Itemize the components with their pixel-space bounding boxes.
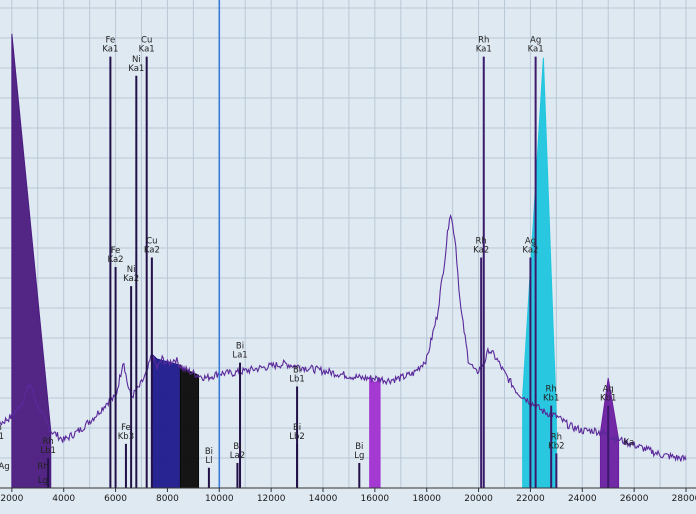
x-axis: 2000 4000 6000 8000 10000 12000 14000 16000 1800… xyxy=(0,487,696,504)
x-tick-label: 28000 xyxy=(672,494,696,504)
marker-label-4-0: Ag xyxy=(530,36,541,46)
marker-label-14-1: La2 xyxy=(230,451,245,461)
marker-label-18-1: Kb2 xyxy=(548,441,564,451)
x-tick-label: 6000 xyxy=(104,494,127,504)
marker-label-21-1: Lb1 xyxy=(40,446,56,456)
x-tick-label: 22000 xyxy=(516,494,545,504)
marker-label-7-1: Ka2 xyxy=(144,245,160,255)
marker-label-14-0: Bi xyxy=(233,442,241,452)
marker-short-label-5: Lg xyxy=(38,476,48,486)
x-tick-label: 18000 xyxy=(412,494,441,504)
marker-label-0-1: Ka1 xyxy=(102,45,118,55)
filled-peak-0 xyxy=(11,33,52,489)
marker-label-7-0: Cu xyxy=(146,236,157,246)
x-tick-label: 14000 xyxy=(309,494,338,504)
x-tick-label: 12000 xyxy=(257,494,286,504)
marker-label-17-1: Kb1 xyxy=(543,394,559,404)
x-tick-label: 24000 xyxy=(568,494,597,504)
marker-label-15-1: Lg xyxy=(354,451,364,461)
marker-label-12-1: Lb2 xyxy=(289,432,305,442)
marker-label-11-1: Lb1 xyxy=(289,375,305,385)
marker-label-22-0: Rh xyxy=(0,423,2,433)
marker-label-2-1: Ka1 xyxy=(128,64,144,74)
marker-short-label-4: Rh xyxy=(37,462,48,472)
filled-peak-2 xyxy=(179,363,200,489)
x-tick-label: 4000 xyxy=(52,494,75,504)
marker-label-17-0: Rh xyxy=(546,385,557,395)
element-markers: FeKa1CuKa1NiKa1RhKa1AgKa1FeKa2NiKa2CuKa2… xyxy=(0,36,634,488)
marker-label-6-0: Ni xyxy=(127,265,136,275)
marker-short-label-6: Ka xyxy=(624,438,635,448)
spectrum-line xyxy=(0,213,687,462)
marker-label-10-1: La1 xyxy=(232,351,247,361)
marker-label-19-1: Kb1 xyxy=(600,394,616,404)
marker-label-9-0: Ag xyxy=(525,236,536,246)
marker-label-1-0: Cu xyxy=(141,36,152,46)
marker-label-15-0: Bi xyxy=(355,442,363,452)
grid xyxy=(0,0,696,489)
filled-peak-3 xyxy=(369,376,381,489)
marker-label-6-1: Ka2 xyxy=(123,274,139,284)
marker-label-5-0: Fe xyxy=(111,246,121,256)
marker-label-4-1: Ka1 xyxy=(528,45,544,55)
spectrum-series xyxy=(0,213,687,462)
x-tick-label: 20000 xyxy=(464,494,493,504)
marker-label-13-1: Ll xyxy=(205,456,212,466)
marker-label-10-0: Bi xyxy=(236,342,244,352)
x-tick-label: 26000 xyxy=(620,494,649,504)
marker-label-11-0: Bi xyxy=(293,366,301,376)
marker-label-16-1: Kb3 xyxy=(118,432,134,442)
marker-label-19-0: Ag xyxy=(603,385,614,395)
marker-label-16-0: Fe xyxy=(121,423,131,433)
filled-peak-1 xyxy=(151,353,181,489)
marker-label-18-0: Rh xyxy=(551,432,562,442)
marker-label-21-0: Rh xyxy=(43,437,54,447)
marker-label-8-0: Rh xyxy=(476,236,487,246)
marker-label-0-0: Fe xyxy=(106,36,116,46)
x-tick-label: 10000 xyxy=(205,494,234,504)
marker-label-2-0: Ni xyxy=(132,55,141,65)
x-tick-label: 2000 xyxy=(0,494,23,504)
marker-label-3-0: Rh xyxy=(478,36,489,46)
marker-label-5-1: Ka2 xyxy=(108,255,124,265)
filled-peaks xyxy=(11,33,620,489)
marker-label-8-1: Ka2 xyxy=(473,245,489,255)
marker-label-1-1: Ka1 xyxy=(139,45,155,55)
marker-label-12-0: Bi xyxy=(293,423,301,433)
x-tick-label: 16000 xyxy=(361,494,390,504)
marker-label-3-1: Ka1 xyxy=(476,45,492,55)
marker-short-label-3: Ag xyxy=(0,462,10,472)
marker-label-9-1: Ka2 xyxy=(522,245,538,255)
x-tick-label: 8000 xyxy=(156,494,179,504)
marker-label-22-1: La1 xyxy=(0,432,4,442)
marker-label-13-0: Bi xyxy=(205,447,213,457)
